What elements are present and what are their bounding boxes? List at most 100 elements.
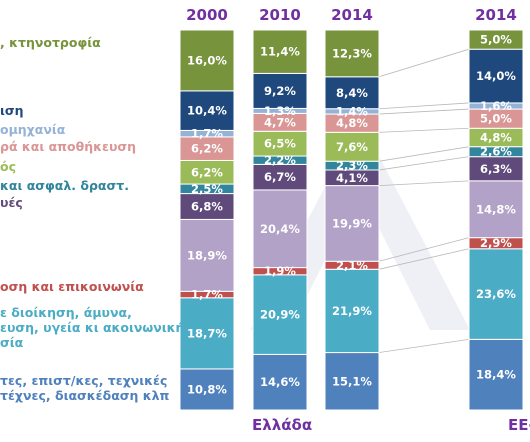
connector-line <box>378 156 470 171</box>
bar-segment <box>324 185 380 262</box>
legend-entry: και ασφαλ. δραστ. <box>0 178 129 193</box>
bar-segment <box>179 29 235 92</box>
legend-entry-line: σία <box>0 335 24 350</box>
group-label-eu: ΕΕ- <box>508 416 530 434</box>
bar-segment <box>468 180 524 239</box>
connector-lines <box>378 48 470 353</box>
bar-segment <box>179 90 235 131</box>
bars <box>179 29 524 411</box>
connector-line <box>378 146 470 162</box>
legend-entry-line: , κτηνοτροφία <box>0 35 101 50</box>
connector-line <box>378 248 470 270</box>
data-label: 1,3% <box>264 104 296 118</box>
bar-segment <box>252 130 308 157</box>
legend-entry-line: ευση, υγεία κι ακοινωνική <box>0 320 185 335</box>
data-label: 9,2% <box>264 84 296 98</box>
data-label: 6,8% <box>191 199 223 213</box>
legend-entry: , κτηνοτροφία <box>0 35 101 50</box>
data-label: 2,9% <box>480 236 512 250</box>
data-label: 10,4% <box>187 104 227 118</box>
data-label: 1,4% <box>336 104 368 118</box>
group-label-greece: Ελλάδα <box>252 416 313 434</box>
bar-segment <box>252 274 308 355</box>
data-label: 8,4% <box>336 86 368 100</box>
legend-entry: ός <box>0 159 16 174</box>
bar-segment <box>468 48 524 104</box>
connector-line <box>378 237 470 262</box>
legend-entry-line: ιση <box>0 103 24 118</box>
bar-segment <box>179 297 235 370</box>
legend-entry-line: υές <box>0 195 23 210</box>
connector-line <box>378 180 470 186</box>
bar-segment <box>324 29 380 78</box>
bar-segment <box>468 156 524 182</box>
data-label: 6,2% <box>191 165 223 179</box>
bar-labels: 10,8%18,7%1,7%18,9%6,8%2,5%6,2%6,2%1,7%1… <box>187 33 516 397</box>
data-label: 6,2% <box>191 142 223 156</box>
data-label: 1,9% <box>264 264 296 278</box>
data-label: 2,6% <box>480 145 512 159</box>
bar-segment <box>179 218 235 292</box>
data-label: 1,7% <box>191 127 223 141</box>
legend-entry: ε διοίκηση, άμυνα, ευση, υγεία κι ακοινων… <box>0 305 184 350</box>
data-label: 4,1% <box>336 171 368 185</box>
legend-entry: ιση <box>0 103 24 118</box>
tick-label-2000: 2000 <box>186 6 228 24</box>
data-label: 6,5% <box>264 137 296 151</box>
bar-segment <box>252 29 308 74</box>
legend-entry-line: οση και επικοινωνία <box>0 279 144 294</box>
bar-segment <box>324 352 380 411</box>
data-label: 5,0% <box>480 112 512 126</box>
data-label: 14,0% <box>476 69 516 83</box>
data-label: 18,4% <box>476 368 516 382</box>
legend-entry: ομηχανία <box>0 122 65 137</box>
bar-segment <box>468 29 524 50</box>
tick-label-2014: 2014 <box>331 6 373 24</box>
legend-entry-line: ρά και αποθήκευση <box>0 139 137 154</box>
data-label: 7,6% <box>336 140 368 154</box>
data-label: 15,1% <box>332 374 372 388</box>
data-label: 4,8% <box>480 130 512 144</box>
data-label: 2,5% <box>191 182 223 196</box>
data-label: 21,9% <box>332 304 372 318</box>
bar-segment <box>252 353 308 411</box>
data-label: 1,7% <box>191 288 223 302</box>
bar-segment <box>324 268 380 354</box>
connector-line <box>378 102 470 110</box>
legend-entry: υές <box>0 195 23 210</box>
data-label: 2,1% <box>336 258 368 272</box>
bar-segment <box>179 368 235 411</box>
data-label: 14,8% <box>476 202 516 216</box>
legend-entry: τες, επιστ/κες, τεχνικές τέχνες, διασκέδα… <box>0 373 169 403</box>
data-label: 2,3% <box>336 159 368 173</box>
data-label: 19,9% <box>332 216 372 230</box>
bar-segment <box>252 163 308 191</box>
data-label: 23,6% <box>476 287 516 301</box>
data-label: 10,8% <box>187 382 227 396</box>
bar-segment <box>324 131 380 162</box>
data-label: 16,0% <box>187 53 227 67</box>
data-label: 6,3% <box>480 162 512 176</box>
connector-line <box>378 108 470 115</box>
data-label: 20,4% <box>260 222 300 236</box>
tick-label-2010: 2010 <box>259 6 301 24</box>
data-label: 4,8% <box>336 116 368 130</box>
legend-entry-line: τες, επιστ/κες, τεχνικές <box>0 373 168 388</box>
legend-entry-line: ός <box>0 159 16 174</box>
data-label: 4,7% <box>264 115 296 129</box>
bar-segment <box>324 76 380 110</box>
bar-segment <box>468 248 524 340</box>
legend-entry: οση και επικοινωνία <box>0 279 144 294</box>
bar-segment <box>252 189 308 269</box>
data-label: 1,6% <box>480 99 512 113</box>
data-label: 11,4% <box>260 45 300 59</box>
connector-line <box>378 338 470 353</box>
data-label: 2,2% <box>264 153 296 167</box>
data-label: 14,6% <box>260 375 300 389</box>
data-label: 18,9% <box>187 248 227 262</box>
legend-entry-line: ε διοίκηση, άμυνα, <box>0 305 132 320</box>
data-label: 5,0% <box>480 33 512 47</box>
connector-line <box>378 48 470 78</box>
data-label: 20,9% <box>260 308 300 322</box>
